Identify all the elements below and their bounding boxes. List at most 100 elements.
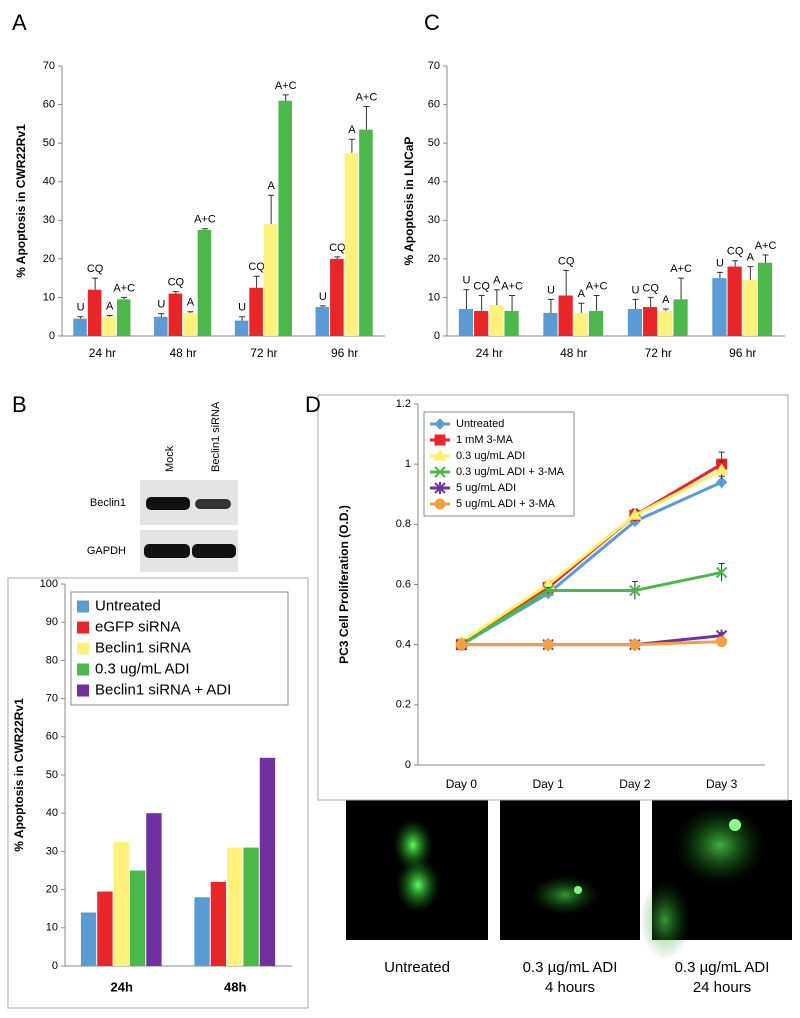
data-point — [715, 566, 728, 579]
x-tick-label: 48h — [224, 979, 246, 994]
error-bar — [732, 260, 739, 267]
error-bar — [716, 271, 723, 279]
bar-label: A+C — [194, 214, 216, 226]
y-tick-label: 30 — [46, 845, 58, 857]
y-tick-label: 0.2 — [396, 699, 411, 711]
y-tick-label: 80 — [46, 654, 58, 666]
bar — [643, 307, 658, 336]
legend-box — [423, 411, 575, 517]
bar-label: U — [77, 302, 85, 314]
micrographs — [346, 800, 792, 960]
error-bar — [282, 94, 289, 101]
y-tick-label: 30 — [43, 214, 55, 226]
error-bar — [268, 194, 275, 225]
cell — [675, 805, 765, 885]
micrograph-caption: Untreated — [384, 959, 450, 976]
x-tick-label: Day 0 — [446, 777, 478, 791]
error-bar — [563, 269, 570, 296]
bar — [673, 299, 688, 336]
legend-label: Untreated — [95, 597, 161, 614]
y-tick-label: 10 — [43, 291, 55, 303]
bar-label: U — [716, 257, 724, 269]
data-point — [629, 639, 641, 651]
x-tick-label: 72 hr — [250, 346, 277, 360]
bar — [573, 312, 588, 336]
bar-label: CQ — [727, 246, 744, 258]
bar — [183, 312, 197, 336]
y-tick-label: 0 — [405, 759, 411, 771]
bar-label: CQ — [248, 261, 265, 273]
error-bar — [478, 295, 485, 311]
bar-label: A — [187, 297, 195, 309]
y-tick-label: 70 — [428, 60, 440, 72]
error-bar — [493, 289, 500, 306]
legend-label: 5 ug/mL ADI + 3-MA — [456, 498, 556, 510]
series-line — [461, 640, 722, 647]
band — [144, 544, 190, 558]
bar — [87, 289, 102, 336]
y-tick-label: 60 — [43, 98, 55, 110]
bar-label: A+C — [275, 80, 297, 92]
bar-label: CQ — [558, 255, 575, 267]
x-tick-label: 48 hr — [560, 346, 587, 360]
bar — [259, 757, 276, 966]
chart-frame — [317, 394, 789, 801]
puncta — [574, 886, 582, 894]
x-tick-label: 96 hr — [331, 346, 358, 360]
puncta — [729, 819, 741, 831]
error-bar — [319, 305, 326, 308]
legend-marker — [434, 498, 446, 510]
error-bar — [662, 308, 669, 311]
bar — [129, 870, 146, 966]
error-bar — [106, 315, 113, 317]
bar-label: A+C — [356, 91, 378, 103]
bar-label: A+C — [501, 280, 523, 292]
data-point — [716, 636, 728, 648]
x-tick-label: 24h — [111, 979, 133, 994]
bar — [489, 305, 504, 336]
legend-label: 0.3 ug/mL ADI — [95, 660, 190, 677]
data-point — [629, 584, 641, 597]
bar-label: CQ — [329, 242, 346, 254]
x-tick-label: 72 hr — [645, 346, 672, 360]
micrograph-caption: 0.3 µg/mL ADI — [523, 959, 618, 976]
y-tick-label: 0 — [52, 960, 58, 972]
band — [192, 544, 236, 558]
bar — [588, 310, 604, 336]
panel-letter: A — [12, 10, 27, 35]
bar-label: U — [631, 284, 639, 296]
bar — [330, 258, 344, 336]
y-tick-label: 70 — [43, 60, 55, 72]
bar — [113, 841, 129, 966]
legend-label: Beclin1 siRNA + ADI — [95, 681, 231, 698]
error-bar — [348, 138, 355, 153]
error-bar — [363, 106, 370, 130]
y-tick-label: 1 — [405, 458, 411, 470]
data-point — [715, 476, 728, 488]
error-bar — [509, 295, 516, 311]
micrograph — [500, 800, 640, 940]
bar-label: CQ — [168, 277, 185, 289]
x-tick-label: Day 1 — [532, 777, 564, 791]
y-tick-label: 0.6 — [396, 578, 411, 590]
error-bar — [747, 266, 754, 281]
y-tick-label: 100 — [40, 578, 58, 590]
y-tick-label: 10 — [428, 291, 440, 303]
bar — [504, 310, 519, 336]
error-bar — [253, 275, 260, 288]
bar-label: CQ — [642, 282, 659, 294]
error-bar — [121, 296, 128, 300]
error-bar — [647, 296, 654, 308]
legend-label: eGFP siRNA — [95, 618, 181, 635]
legend-marker — [433, 449, 447, 461]
bar — [757, 262, 773, 336]
cell — [640, 880, 690, 960]
bar-label: U — [157, 299, 165, 311]
panel-letter: C — [424, 10, 440, 35]
bar — [742, 280, 757, 336]
legend-marker — [434, 434, 446, 446]
y-tick-label: 0 — [434, 330, 440, 342]
x-tick-label: Day 2 — [619, 777, 651, 791]
error-bar — [678, 277, 685, 300]
